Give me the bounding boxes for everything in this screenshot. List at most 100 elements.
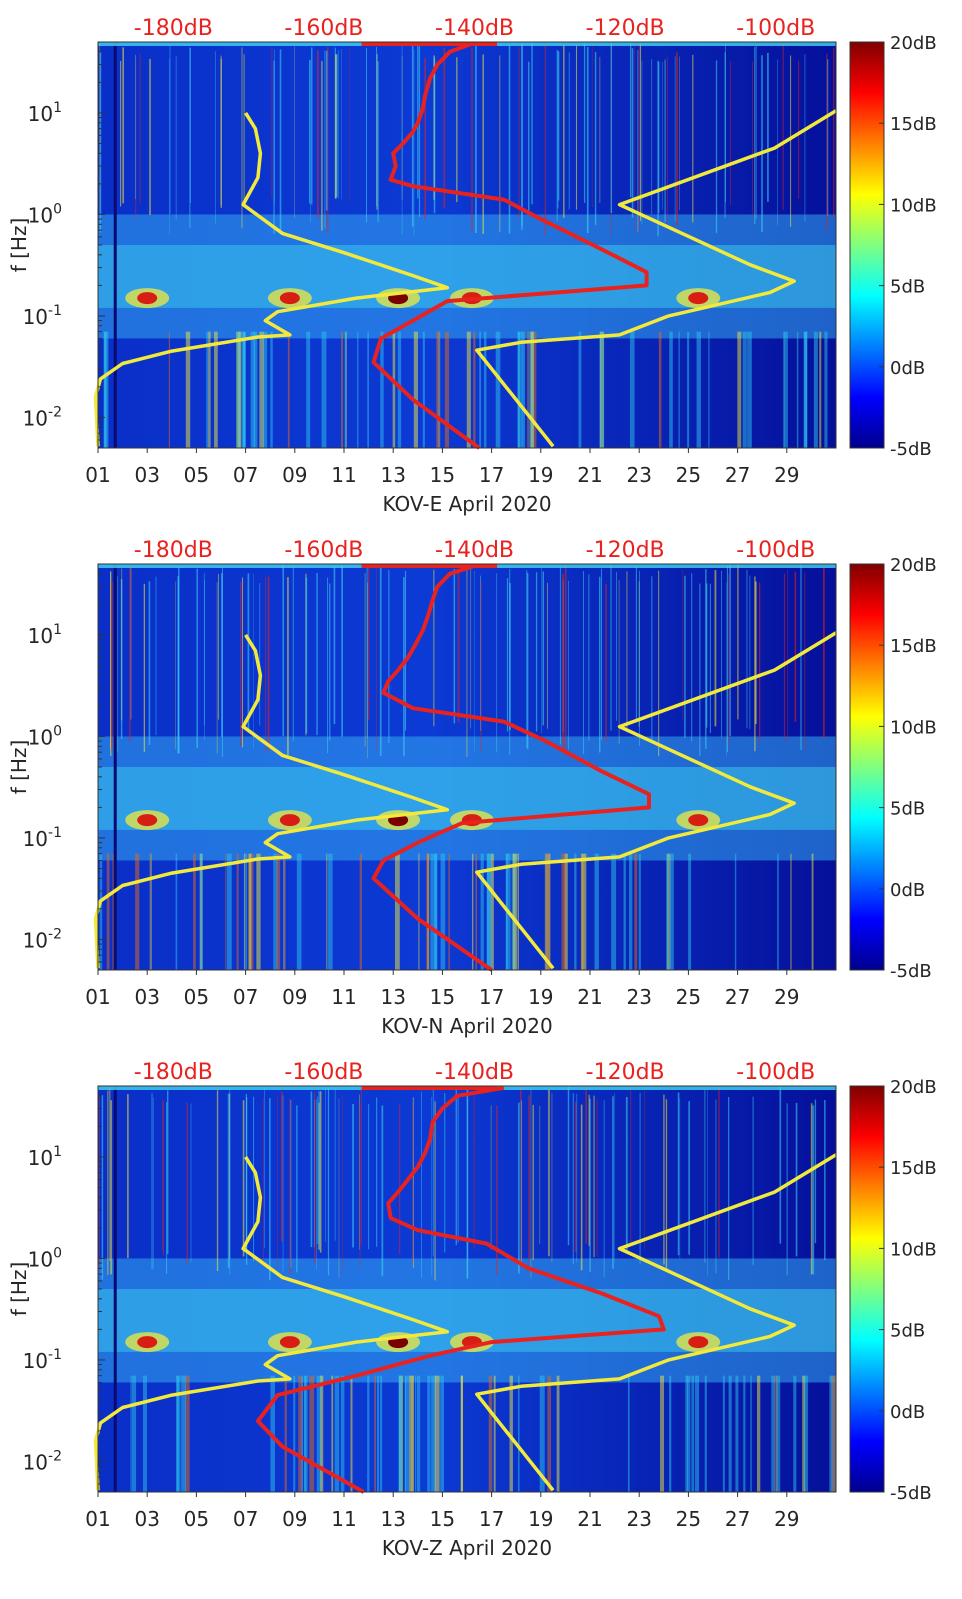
lowfreq-bar	[422, 331, 425, 448]
storm-blob-core	[137, 814, 158, 827]
lowfreq-bar	[742, 331, 747, 448]
y-tick-label: 10-1	[23, 825, 62, 851]
lowfreq-bar	[394, 853, 400, 970]
lowfreq-bar	[340, 331, 344, 448]
x-tick-label: 25	[676, 463, 701, 487]
lowfreq-bar	[666, 853, 669, 970]
lowfreq-bar	[545, 853, 547, 970]
top-db-label: -100dB	[736, 1060, 815, 1085]
lowfreq-bar	[756, 1375, 761, 1492]
high-noise-model-curve	[475, 109, 837, 448]
top-db-label: -140dB	[435, 16, 514, 41]
lowfreq-bar	[374, 1375, 377, 1492]
lowfreq-bar	[344, 331, 347, 448]
lowfreq-bar	[802, 1375, 806, 1492]
lowfreq-bar	[193, 853, 196, 970]
lowfreq-bar	[185, 331, 191, 448]
spectrum-level-curve	[371, 563, 651, 972]
lowfreq-bar	[237, 331, 241, 448]
top-db-label: -180dB	[134, 1060, 213, 1085]
colorbar-tick-label: 10dB	[890, 195, 937, 216]
x-tick-label: 11	[331, 1507, 356, 1531]
x-axis-label: KOV-Z April 2020	[382, 1536, 552, 1560]
lowfreq-bar	[200, 853, 203, 970]
lowfreq-bar	[623, 853, 626, 970]
lowfreq-bar	[669, 331, 673, 448]
lowfreq-bar	[270, 331, 273, 448]
spectrogram-panel-1: 01 03 05 07 09 11 13 15 17 19 21 23 25 27 29 KOV-E Apri…	[7, 16, 937, 516]
lowfreq-bar	[533, 331, 537, 448]
lowfreq-bar	[599, 331, 604, 448]
lowfreq-bar	[131, 1375, 137, 1492]
lowfreq-bar	[397, 331, 402, 448]
lowfreq-bar	[687, 1375, 691, 1492]
x-tick-label: 19	[528, 463, 553, 487]
x-tick-label: 27	[725, 1507, 750, 1531]
lowfreq-bar	[316, 1375, 322, 1492]
lowfreq-bar	[320, 1375, 324, 1492]
lowfreq-bar	[185, 1375, 190, 1492]
lowfreq-bar	[175, 853, 178, 970]
lowfreq-bar	[206, 331, 209, 448]
spectrogram-panel-2: 01 03 05 07 09 11 13 15 17 19 21 23 25 27 29 KOV-N Apri…	[7, 538, 937, 1038]
lowfreq-bar	[512, 853, 518, 970]
lowfreq-bar	[669, 1375, 672, 1492]
lowfreq-bar	[359, 853, 362, 970]
x-tick-label: 07	[233, 1507, 258, 1531]
colorbar-tick-label: 0dB	[890, 1402, 925, 1423]
lowfreq-bar	[803, 1375, 809, 1492]
lowfreq-bar	[253, 331, 258, 448]
lowfreq-bar	[547, 1375, 552, 1492]
top-db-label: -100dB	[736, 538, 815, 563]
colorbar-tick-label: 0dB	[890, 358, 925, 379]
lowfreq-bar	[135, 853, 140, 970]
y-tick-label: 101	[28, 622, 62, 648]
lowfreq-bar	[334, 1375, 340, 1492]
colorbar-tick-label: -5dB	[890, 961, 932, 982]
spectrum-level-curve	[255, 1085, 666, 1494]
lowfreq-bar	[728, 1375, 732, 1492]
lowfreq-bar	[309, 1375, 315, 1492]
lowfreq-bar	[250, 331, 256, 448]
x-tick-label: 29	[774, 985, 799, 1009]
lowfreq-bar	[475, 853, 478, 970]
lowfreq-bar	[777, 853, 779, 970]
lowfreq-bar	[793, 1375, 797, 1492]
colorbar-tick-label: 15dB	[890, 636, 937, 657]
lowfreq-bar	[106, 853, 110, 970]
lowfreq-bar	[298, 1375, 303, 1492]
colorbar-tick-label: 0dB	[890, 880, 925, 901]
lowfreq-bar	[509, 1375, 513, 1492]
lowfreq-bar	[627, 1375, 630, 1492]
lowfreq-bar	[130, 1375, 132, 1492]
lowfreq-bar	[379, 1375, 383, 1492]
y-tick-label: 100	[28, 201, 62, 227]
microseism-band	[98, 214, 836, 339]
colorbar-tick-label: 20dB	[890, 33, 937, 54]
lowfreq-bar	[829, 1375, 833, 1492]
lowfreq-bar	[243, 853, 246, 970]
x-tick-label: 07	[233, 985, 258, 1009]
lowfreq-bar	[629, 331, 635, 448]
lowfreq-bar	[473, 331, 476, 448]
x-axis-label: KOV-E April 2020	[382, 492, 551, 516]
lowfreq-bar	[694, 1375, 700, 1492]
x-tick-label: 03	[134, 985, 159, 1009]
y-tick-label: 101	[28, 1144, 62, 1170]
lowfreq-bar	[331, 1375, 334, 1492]
spectrogram-panel-3: 01 03 05 07 09 11 13 15 17 19 21 23 25 27 29 KOV-Z Apri…	[7, 1060, 937, 1560]
lowfreq-bar	[380, 331, 384, 448]
colorbar	[849, 41, 885, 449]
top-db-label: -120dB	[586, 1060, 665, 1085]
x-tick-label: 15	[430, 985, 455, 1009]
lowfreq-bar	[444, 331, 450, 448]
lowfreq-bar	[181, 1375, 186, 1492]
x-tick-label: 13	[380, 463, 405, 487]
lowfreq-bar	[367, 331, 369, 448]
low-noise-model-curve	[93, 633, 450, 969]
lowfreq-bar	[303, 1375, 308, 1492]
lowfreq-bar	[658, 331, 662, 448]
lowfreq-bar	[427, 1375, 431, 1492]
y-tick-label: 10-2	[23, 404, 62, 430]
